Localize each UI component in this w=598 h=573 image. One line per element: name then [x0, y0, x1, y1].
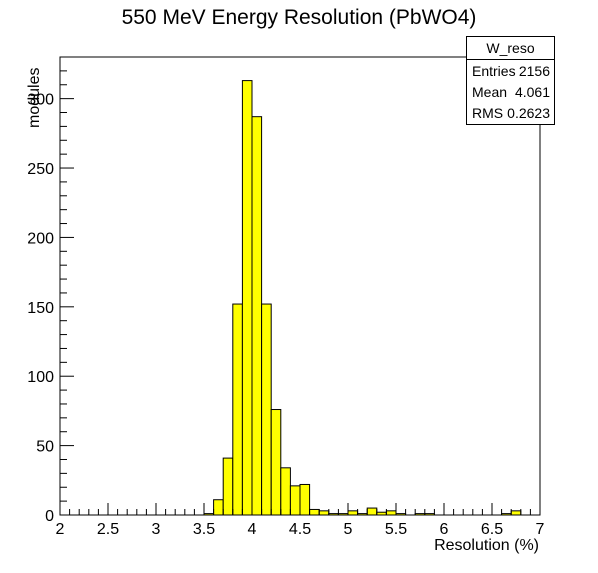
x-tick-label: 5.5	[385, 521, 407, 538]
y-tick-label: 0	[45, 508, 54, 525]
stats-row-rms: RMS 0.2623	[467, 102, 554, 123]
x-tick-label: 2	[56, 521, 65, 538]
x-tick-label: 4.5	[289, 521, 311, 538]
histogram-bar	[347, 510, 359, 516]
stats-histogram-name: W_reso	[467, 37, 554, 60]
histogram-bar	[328, 513, 339, 516]
stats-mean-value: 4.061	[514, 84, 550, 100]
histogram-bar	[270, 409, 282, 516]
y-tick-label: 300	[27, 92, 54, 109]
histogram-bar	[318, 510, 330, 516]
histogram-bar	[376, 511, 387, 516]
y-tick-label: 200	[27, 230, 54, 247]
plot-frame	[59, 56, 541, 516]
stats-rms-value: 0.2623	[507, 105, 550, 121]
histogram-bar	[251, 116, 263, 516]
histogram-bar	[203, 513, 215, 516]
stats-box: W_reso Entries 2156 Mean 4.061 RMS 0.262…	[466, 36, 555, 125]
x-tick-label: 6.5	[481, 521, 503, 538]
x-tick-label: 7	[536, 521, 545, 538]
histogram-bar	[232, 303, 243, 516]
x-tick-label: 5	[344, 521, 353, 538]
x-tick-label: 3	[152, 521, 161, 538]
histogram-bar	[309, 508, 320, 516]
histogram-bar	[222, 457, 234, 516]
y-tick-label: 50	[36, 439, 54, 456]
stats-entries-label: Entries	[472, 63, 516, 79]
stats-mean-label: Mean	[472, 84, 508, 100]
histogram-bar	[299, 483, 311, 516]
histogram-bar	[501, 513, 512, 516]
histogram-bar	[241, 80, 253, 516]
y-tick-label: 100	[27, 369, 54, 386]
histogram-bar	[261, 303, 272, 516]
histogram-bar	[395, 513, 407, 516]
stats-rms-label: RMS	[472, 105, 504, 121]
y-tick-label: 250	[27, 161, 54, 178]
histogram-bar	[289, 485, 301, 516]
histogram-bar	[424, 513, 435, 516]
stats-row-mean: Mean 4.061	[467, 81, 554, 102]
histogram-bar	[385, 510, 397, 516]
x-tick-label: 3.5	[193, 521, 215, 538]
x-tick-label: 4	[248, 521, 257, 538]
histogram-bar	[280, 467, 291, 516]
y-axis-label: modules	[26, 67, 43, 128]
chart-title: 550 MeV Energy Resolution (PbWO4)	[121, 6, 477, 29]
histogram-bar	[510, 510, 522, 516]
y-tick-label: 150	[27, 300, 54, 317]
x-tick-label: 6	[440, 521, 449, 538]
histogram-bar	[337, 513, 349, 516]
histogram-bar	[414, 513, 426, 516]
x-tick-label: 2.5	[97, 521, 119, 538]
x-axis-label: Resolution (%)	[434, 537, 539, 554]
stats-row-entries: Entries 2156	[467, 60, 554, 81]
histogram-bar	[366, 507, 378, 516]
stats-entries-value: 2156	[518, 63, 550, 79]
histogram-bar	[213, 499, 224, 516]
histogram-bar	[357, 513, 368, 516]
